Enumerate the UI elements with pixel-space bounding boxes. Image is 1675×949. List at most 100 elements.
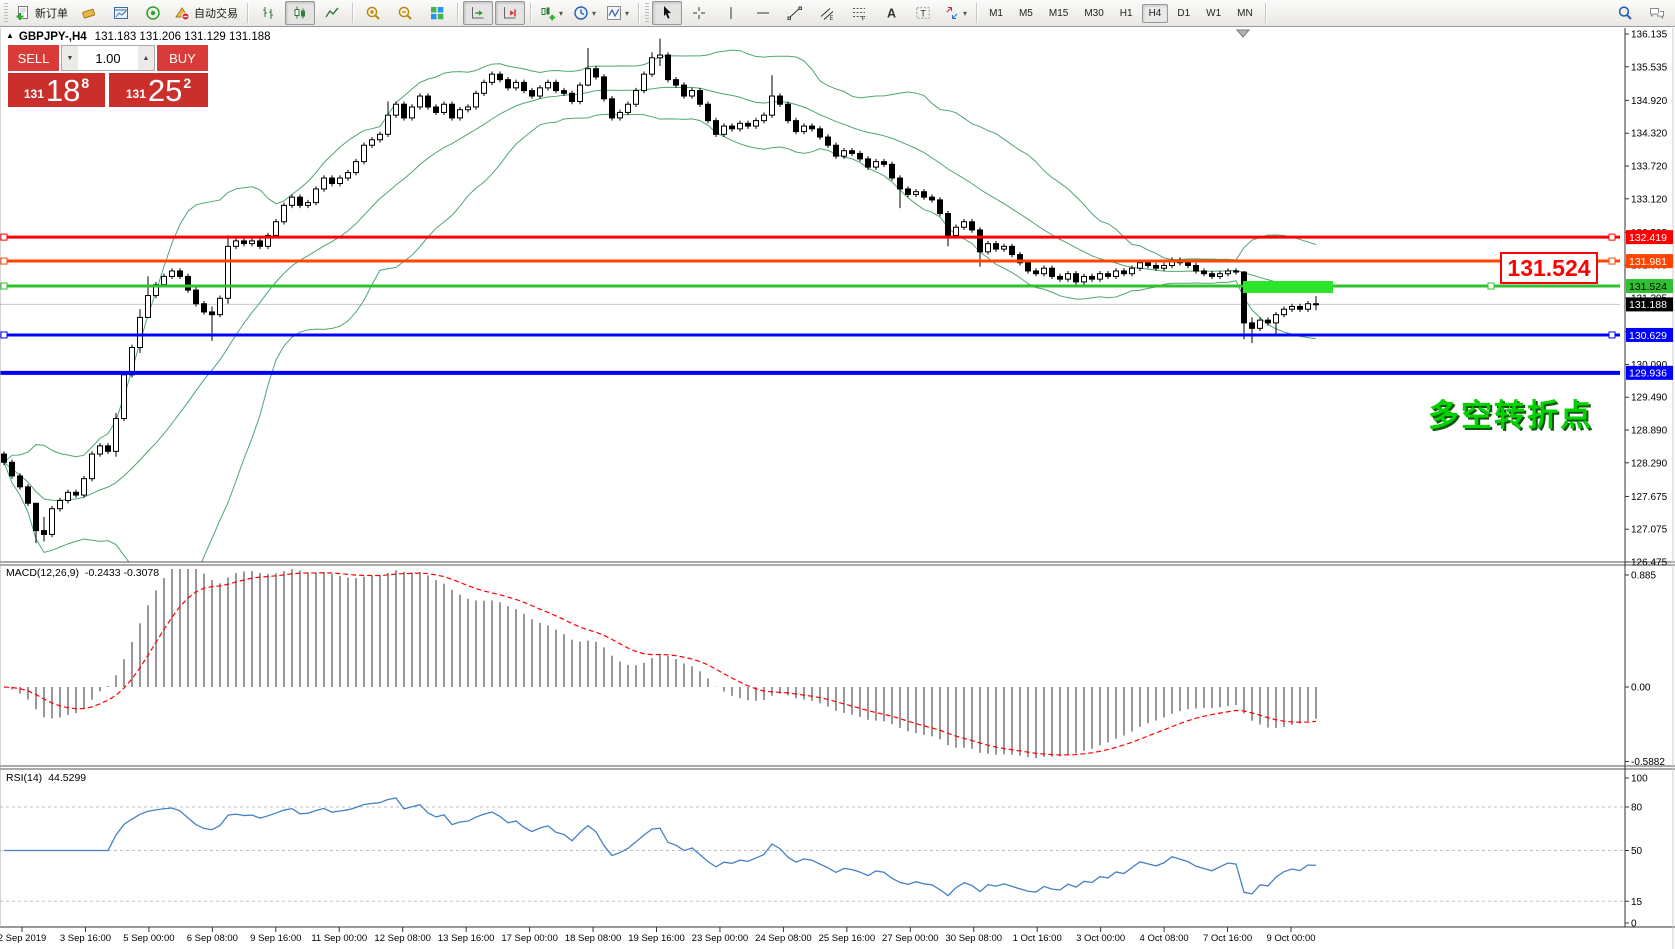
timeframe-h4-button[interactable]: H4 (1141, 3, 1169, 23)
level-handle[interactable] (1608, 233, 1616, 241)
macd-indicator-label: MACD(12,26,9) -0.2433 -0.3078 (6, 567, 159, 579)
svg-text:129.936: 129.936 (1629, 368, 1667, 380)
svg-text:127.075: 127.075 (1631, 525, 1668, 536)
toolbar-separator (457, 3, 458, 23)
volume-increase-button[interactable]: ▲ (138, 46, 154, 70)
svg-text:129.490: 129.490 (1631, 393, 1668, 404)
toolbar-separator (976, 3, 978, 23)
sell-button[interactable]: SELL (8, 45, 61, 71)
tile-windows-button[interactable] (422, 1, 452, 25)
axis-price-labels: 132.419 131.981 131.524 130.629 129.936 131.1… (1626, 230, 1673, 380)
timeframe-m15-button[interactable]: M15 (1048, 7, 1069, 19)
timeframe-m5-button[interactable]: M5 (1018, 7, 1033, 19)
autoscroll-icon (472, 7, 484, 19)
line-chart-button[interactable] (317, 1, 347, 25)
profiles-button[interactable]: ▾ (569, 1, 600, 25)
chart-annotation-text[interactable]: 多空转折点 (1428, 398, 1593, 433)
volume-decrease-button[interactable]: ▼ (62, 46, 78, 70)
buy-price-big: 25 (147, 73, 183, 108)
candlestick-chart-button[interactable] (285, 1, 315, 25)
timeframe-h1-button[interactable]: H1 (1119, 7, 1133, 19)
chart-shift-marker[interactable] (1235, 29, 1251, 38)
rsi-title: RSI(14) (6, 772, 43, 784)
level-handle[interactable] (0, 257, 8, 265)
timeframe-m1-button[interactable]: M1 (989, 7, 1003, 19)
indicator-frame-icon (607, 6, 622, 20)
svg-text:4 Oct 08:00: 4 Oct 08:00 (1140, 933, 1189, 944)
sell-price-big: 18 (45, 73, 81, 108)
label-tool[interactable]: T (908, 1, 938, 25)
level-handle[interactable] (0, 282, 8, 290)
highlight-rectangle[interactable] (1243, 281, 1333, 293)
toolbar-separator (352, 3, 353, 23)
delete-objects-button[interactable] (74, 1, 104, 25)
signal-icon (146, 6, 160, 20)
bid-price-label (1626, 297, 1673, 312)
trend-icon (787, 6, 802, 20)
svg-text:126.475: 126.475 (1631, 558, 1668, 569)
timeframe-m30-button[interactable]: M30 (1084, 7, 1104, 19)
cursor-icon (664, 6, 672, 19)
chevron-down-icon: ▾ (963, 8, 968, 18)
sell-price-quote[interactable]: 131 18 8 (8, 73, 105, 107)
svg-text:T: T (920, 9, 926, 19)
svg-text:18 Sep 08:00: 18 Sep 08:00 (565, 933, 622, 944)
toolbar-separator (1264, 3, 1266, 23)
svg-text:24 Sep 08:00: 24 Sep 08:00 (755, 933, 812, 944)
chart-shift-button[interactable] (495, 1, 525, 25)
chart-window-button[interactable] (106, 1, 136, 25)
buy-price-quote[interactable]: 131 25 2 (109, 73, 208, 107)
signals-button[interactable] (138, 1, 168, 25)
vertical-line-tool[interactable] (716, 1, 746, 25)
auto-scroll-button[interactable] (463, 1, 493, 25)
timeframe-w1-button[interactable]: W1 (1206, 7, 1222, 19)
svg-text:25 Sep 16:00: 25 Sep 16:00 (819, 933, 876, 944)
bar-chart-button[interactable] (253, 1, 283, 25)
chevron-down-icon: ▾ (592, 8, 597, 18)
indicators-button[interactable]: ▾ (602, 1, 633, 25)
auto-trading-button[interactable]: 自动交易 (170, 1, 242, 25)
svg-text:E: E (830, 16, 834, 21)
channel-icon: E (820, 8, 834, 21)
timeframe-d1-button[interactable]: D1 (1177, 7, 1191, 19)
new-chart-button[interactable]: ▾ (536, 1, 567, 25)
level-handle[interactable] (1608, 331, 1616, 339)
buy-button[interactable]: BUY (155, 45, 208, 71)
crosshair-tool[interactable] (684, 1, 714, 25)
fibonacci-tool[interactable]: F (844, 1, 874, 25)
collapse-arrow-icon[interactable]: ▲ (6, 31, 14, 40)
trendline-tool[interactable] (780, 1, 810, 25)
svg-text:23 Sep 00:00: 23 Sep 00:00 (692, 933, 749, 944)
fibo-icon: F (853, 8, 866, 21)
symbol-label: GBPJPY-,H4 (18, 31, 87, 43)
new-order-button[interactable]: 新订单 (11, 1, 72, 25)
svg-text:133.720: 133.720 (1631, 162, 1668, 173)
channel-tool[interactable]: E (812, 1, 842, 25)
zoom-in-icon (366, 6, 380, 20)
text-tool[interactable]: A (876, 1, 906, 25)
svg-text:7 Oct 16:00: 7 Oct 16:00 (1203, 933, 1252, 944)
price-callout-label[interactable]: 131.524 (1500, 252, 1598, 284)
horizontal-line-tool[interactable] (748, 1, 778, 25)
level-handle[interactable] (1487, 282, 1495, 290)
level-handle[interactable] (0, 233, 8, 241)
volume-input[interactable]: 1.00 (95, 50, 121, 66)
search-button[interactable] (1610, 1, 1640, 25)
zoom-out-button[interactable] (390, 1, 420, 25)
svg-text:11 Sep 00:00: 11 Sep 00:00 (311, 933, 367, 944)
svg-text:128.290: 128.290 (1631, 458, 1668, 469)
time-axis[interactable]: 2 Sep 2019 3 Sep 16:00 5 Sep 00:00 6 Sep 08… (0, 927, 1316, 944)
level-handle[interactable] (1608, 257, 1616, 265)
chat-button[interactable] (1642, 1, 1672, 25)
timeframe-mn-button[interactable]: MN (1237, 7, 1253, 19)
svg-text:136.135: 136.135 (1631, 30, 1668, 41)
crosshair-icon (693, 7, 706, 19)
cursor-tool[interactable] (652, 1, 683, 25)
ohlc-values: 131.183 131.206 131.129 131.188 (94, 31, 271, 43)
arrows-tool[interactable]: ▾ (940, 1, 971, 25)
auto-trading-button-label: 自动交易 (194, 8, 238, 20)
zoom-in-button[interactable] (358, 1, 388, 25)
level-handle[interactable] (0, 331, 8, 339)
price-axis[interactable]: 136.135 135.535 134.920 134.320 133.720 133.1… (1625, 30, 1668, 930)
